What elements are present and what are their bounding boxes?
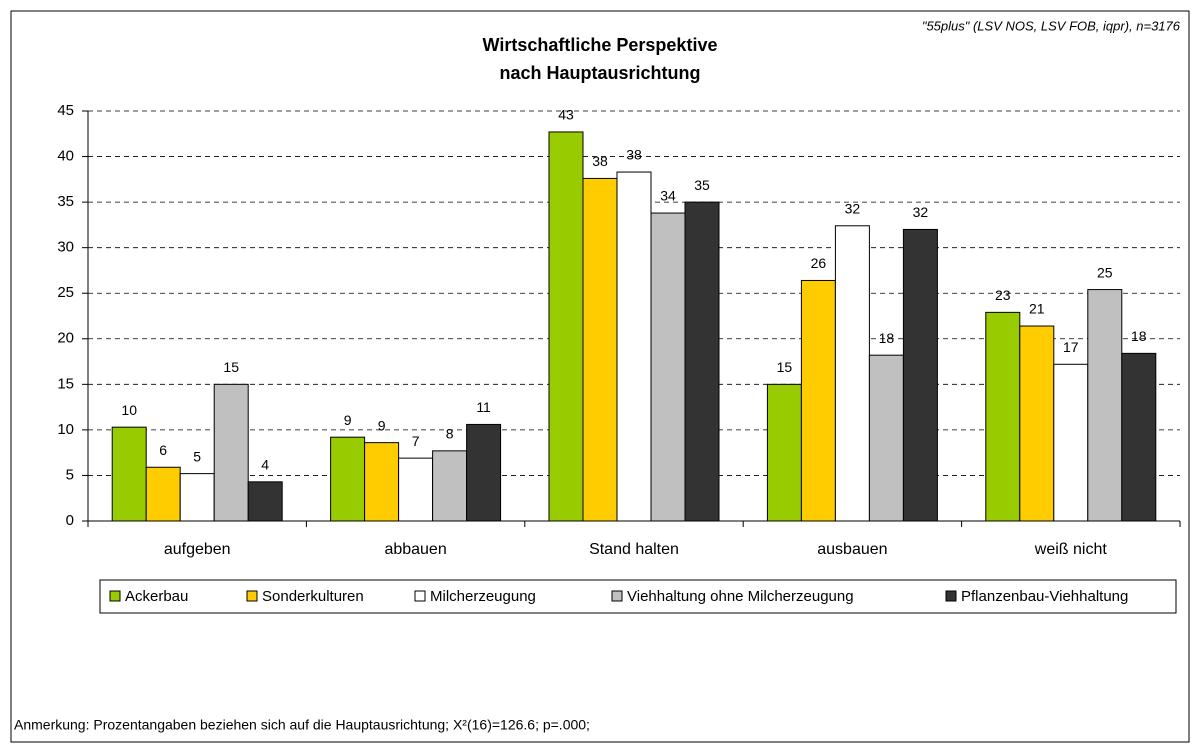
data-label: 38 [592,153,608,169]
data-label: 7 [412,433,420,449]
y-tick-label: 0 [66,512,74,529]
data-label: 35 [694,177,710,193]
bar [616,171,652,522]
y-tick-label: 30 [57,239,74,256]
bar [684,201,720,522]
y-tick-label: 15 [57,375,74,392]
legend-swatch [414,590,426,602]
bar [766,383,802,522]
data-label: 8 [446,426,454,442]
bar [985,311,1021,522]
data-label: 17 [1063,339,1079,355]
legend-swatch [945,590,957,602]
bar [1019,325,1055,522]
x-tick-label: Stand halten [589,541,679,558]
chart-title: Wirtschaftliche Perspektive [483,35,718,55]
data-label: 15 [223,359,239,375]
data-label: 25 [1097,264,1113,280]
data-label: 21 [1029,301,1045,317]
legend-swatch [109,590,121,602]
data-label: 15 [777,359,793,375]
data-label: 18 [879,330,895,346]
bar [902,228,938,522]
bar [868,354,904,522]
bar [213,383,249,522]
x-tick-label: ausbauen [817,541,887,558]
bar [800,279,836,522]
data-label: 9 [344,412,352,428]
x-tick-label: abbauen [384,541,446,558]
bar [111,426,147,522]
data-label: 43 [558,107,574,123]
y-tick-label: 25 [57,284,74,301]
bar [1121,352,1157,522]
data-label: 32 [913,204,929,220]
data-label: 26 [811,255,827,271]
legend-swatch [246,590,258,602]
chart-title: nach Hauptausrichtung [499,63,700,83]
bar [466,423,502,522]
bar [364,442,400,522]
y-tick-label: 35 [57,193,74,210]
legend-label: Ackerbau [125,588,188,605]
data-label: 9 [378,417,386,433]
bar [1087,289,1123,522]
x-tick-label: weiß nicht [1034,541,1108,558]
bar [1053,363,1089,522]
x-tick-label: aufgeben [164,541,231,558]
bar [650,212,686,522]
data-label: 6 [159,442,167,458]
bar [330,436,366,522]
annotation: Anmerkung: Prozentangaben beziehen sich … [14,717,590,733]
source-note: "55plus" (LSV NOS, LSV FOB, iqpr), n=317… [922,18,1181,33]
y-tick-label: 45 [57,102,74,119]
data-label: 5 [193,448,201,464]
data-label: 10 [121,402,137,418]
legend-label: Pflanzenbau-Viehhaltung [961,588,1128,605]
bar [398,457,434,522]
legend-label: Milcherzeugung [430,588,536,605]
y-tick-label: 40 [57,148,74,165]
data-label: 32 [845,201,861,217]
legend-label: Viehhaltung ohne Milcherzeugung [627,588,854,605]
data-label: 18 [1131,328,1147,344]
data-label: 11 [476,399,491,415]
bar [582,177,618,522]
data-label: 23 [995,287,1011,303]
data-label: 38 [626,147,642,163]
bar [247,481,283,522]
bar [548,131,584,522]
bar [145,466,181,522]
data-label: 34 [660,188,676,204]
legend-box [99,579,1177,614]
y-tick-label: 20 [57,330,74,347]
y-tick-label: 10 [57,421,74,438]
bar [834,225,870,522]
bar [179,473,215,522]
legend-label: Sonderkulturen [262,588,364,605]
legend-swatch [611,590,623,602]
bar [432,450,468,522]
data-label: 4 [261,457,269,473]
y-tick-label: 5 [66,466,74,483]
